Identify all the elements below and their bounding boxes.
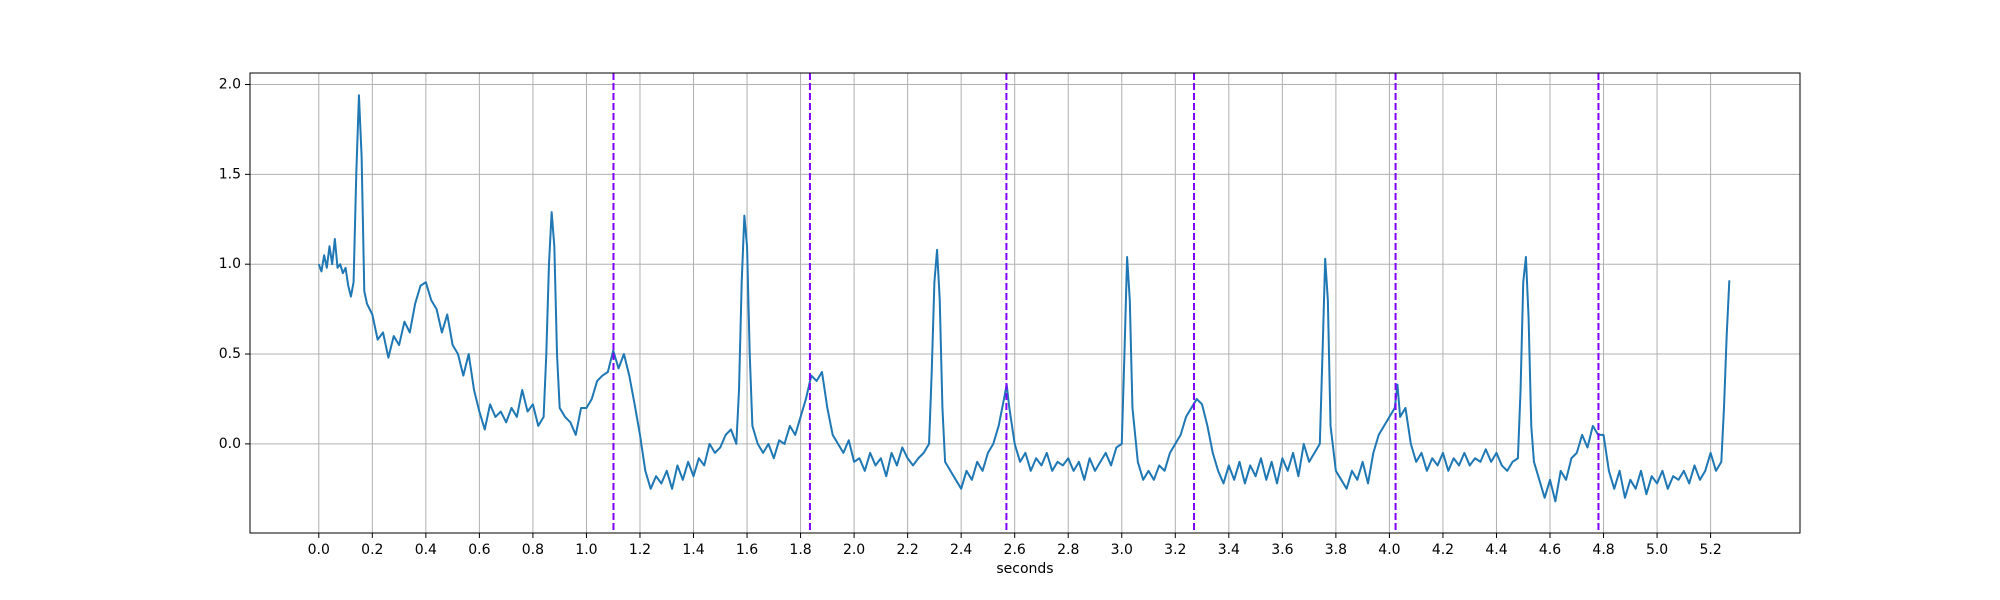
- y-tick-label: 1.0: [219, 256, 241, 272]
- y-tick-label: 0.5: [219, 346, 241, 362]
- x-tick-label: 0.6: [468, 542, 490, 558]
- x-tick-label: 2.2: [896, 542, 918, 558]
- x-tick-label: 0.4: [415, 542, 437, 558]
- x-axis-label: seconds: [996, 561, 1053, 577]
- x-tick-label: 0.0: [308, 542, 330, 558]
- data-line: [317, 94, 1731, 503]
- x-tick-label: 3.6: [1271, 542, 1293, 558]
- x-tick-label: 4.4: [1485, 542, 1507, 558]
- x-tick-label: 2.8: [1057, 542, 1079, 558]
- x-tick-label: 1.6: [736, 542, 758, 558]
- x-tick-label: 5.2: [1699, 542, 1721, 558]
- x-tick-label: 3.8: [1325, 542, 1347, 558]
- x-tick-label: 5.0: [1646, 542, 1668, 558]
- x-tick-label: 2.6: [1004, 542, 1026, 558]
- x-tick-label: 3.2: [1164, 542, 1186, 558]
- x-tick-label: 4.6: [1539, 542, 1561, 558]
- x-tick-label: 1.0: [575, 542, 597, 558]
- y-tick-label: 2.0: [219, 77, 241, 93]
- y-tick-label: 1.5: [219, 166, 241, 182]
- y-tick-label: 0.0: [219, 436, 241, 452]
- x-tick-label: 4.8: [1592, 542, 1614, 558]
- x-tick-label: 1.4: [682, 542, 704, 558]
- x-tick-label: 1.8: [789, 542, 811, 558]
- x-tick-label: 3.4: [1218, 542, 1240, 558]
- x-tick-label: 1.2: [629, 542, 651, 558]
- x-tick-label: 0.8: [522, 542, 544, 558]
- x-tick-label: 4.2: [1432, 542, 1454, 558]
- x-tick-label: 2.0: [843, 542, 865, 558]
- x-tick-label: 2.4: [950, 542, 972, 558]
- x-tick-label: 4.0: [1378, 542, 1400, 558]
- x-tick-label: 0.2: [361, 542, 383, 558]
- plot-frame: [249, 72, 1801, 534]
- x-tick-label: 3.0: [1111, 542, 1133, 558]
